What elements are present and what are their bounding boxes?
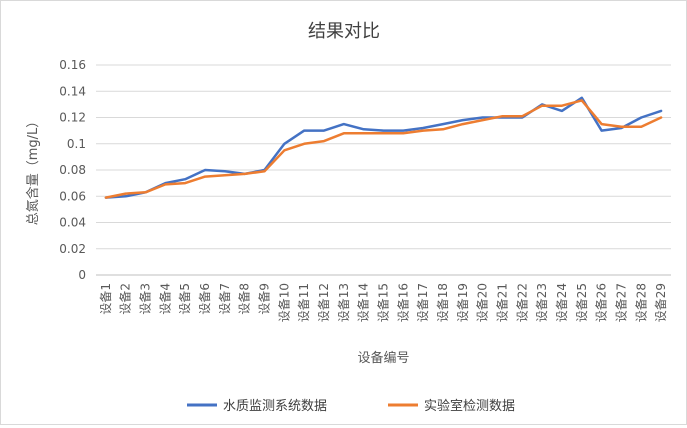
y-tick-label: 0.12: [59, 111, 86, 125]
x-tick-label: 设备10: [277, 283, 291, 322]
series-line-2: [104, 99, 663, 199]
x-tick-label: 设备29: [654, 283, 668, 322]
x-tick-label: 设备5: [178, 283, 192, 315]
y-tick-label: 0.06: [59, 189, 86, 203]
x-tick-label: 设备15: [377, 283, 391, 322]
x-tick-label: 设备22: [515, 283, 529, 322]
x-tick-label: 设备12: [317, 283, 331, 322]
y-tick-label: 0.1: [67, 137, 86, 151]
y-tick-label: 0.08: [59, 163, 86, 177]
x-tick-label: 设备6: [198, 283, 212, 315]
x-tick-label: 设备24: [555, 283, 569, 322]
series-lines: [104, 96, 663, 199]
x-tick-label: 设备26: [595, 283, 609, 322]
x-tick-label: 设备25: [575, 283, 589, 322]
x-tick-label: 设备27: [614, 283, 628, 322]
chart-title: 结果对比: [308, 21, 380, 42]
y-tick-label: 0.16: [59, 58, 86, 72]
x-tick-label: 设备14: [357, 283, 371, 322]
x-tick-label: 设备28: [634, 283, 648, 322]
y-tick-label: 0.04: [59, 216, 86, 230]
x-tick-label: 设备4: [158, 283, 172, 315]
y-tick-label: 0: [78, 268, 86, 282]
x-tick-label: 设备20: [476, 283, 490, 322]
legend-label-1: 水质监测系统数据: [223, 399, 327, 414]
x-tick-label: 设备19: [456, 283, 470, 322]
x-tick-label: 设备2: [119, 283, 133, 315]
legend: 水质监测系统数据 实验室检测数据: [187, 398, 515, 414]
x-tick-label: 设备11: [297, 283, 311, 322]
x-tick-label: 设备1: [99, 283, 113, 315]
x-tick-label: 设备21: [495, 283, 509, 322]
x-axis-title: 设备编号: [357, 350, 409, 366]
x-tick-label: 设备18: [436, 283, 450, 322]
x-tick-label: 设备7: [218, 283, 232, 315]
x-tick-label: 设备13: [337, 283, 351, 322]
y-axis-title: 总氮含量（mg/L）: [25, 115, 41, 226]
x-tick-label: 设备3: [139, 283, 153, 315]
series-line-1: [104, 96, 663, 199]
x-tick-label: 设备23: [535, 283, 549, 322]
x-tick-label: 设备8: [238, 283, 252, 315]
y-axis-ticks: 0 0.02 0.04 0.06 0.08 0.1 0.12 0.14 0.16: [59, 58, 86, 282]
y-tick-label: 0.14: [59, 84, 86, 98]
legend-label-2: 实验室检测数据: [424, 398, 515, 414]
x-tick-label: 设备9: [258, 283, 272, 315]
grid-lines: [96, 64, 671, 250]
y-tick-label: 0.02: [59, 242, 86, 256]
x-axis-ticks: 设备1 设备2 设备3 设备4 设备5 设备6 设备7 设备8 设备9 设备10 设备11 设备12 设…: [99, 283, 668, 322]
x-tick-label: 设备17: [416, 283, 430, 322]
x-tick-label: 设备16: [396, 283, 410, 322]
